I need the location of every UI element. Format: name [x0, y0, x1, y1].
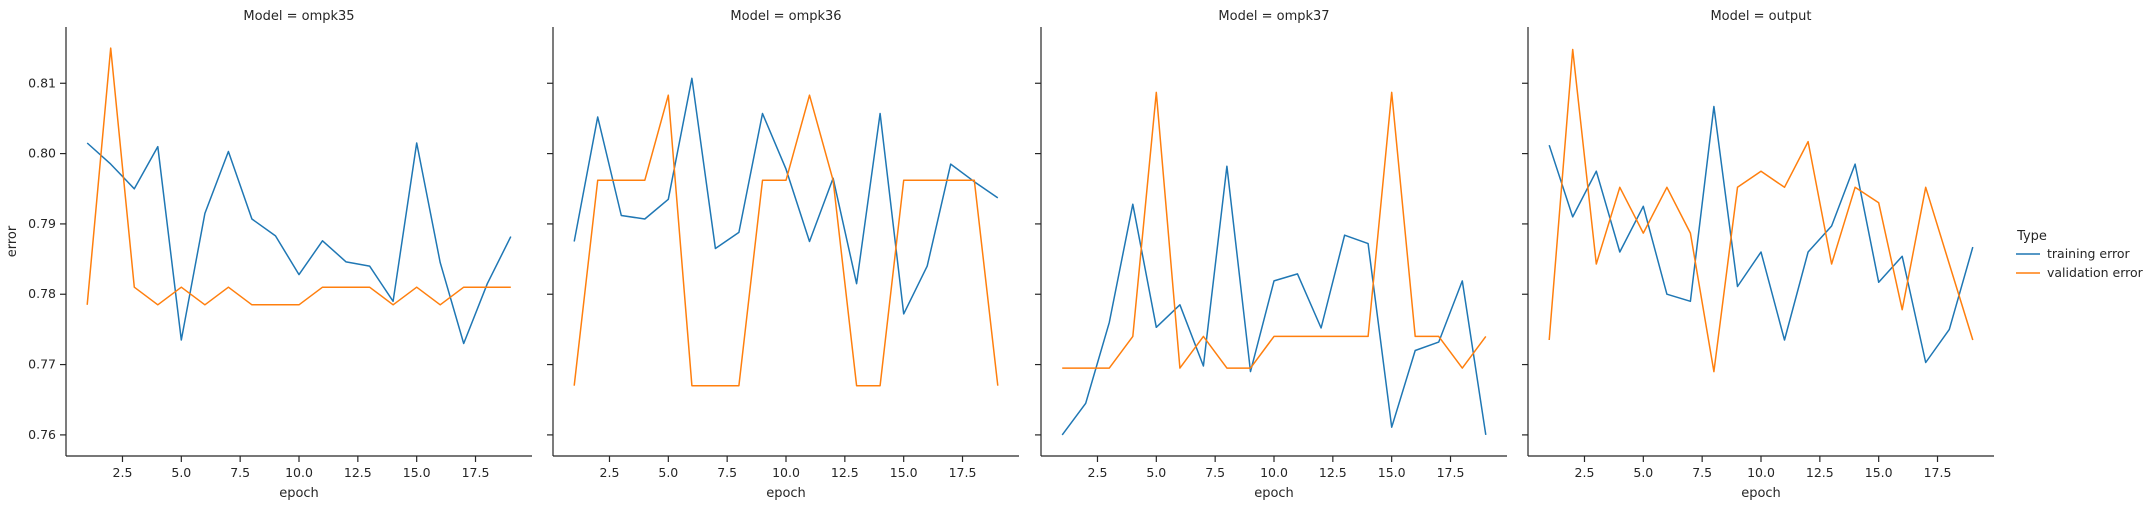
x-axis-label: epoch: [766, 486, 806, 501]
panel-title: Model = ompk37: [1218, 9, 1329, 24]
x-tick-label: 10.0: [1260, 465, 1288, 480]
panel-title: Model = ompk36: [730, 9, 841, 24]
x-tick-label: 15.0: [1865, 465, 1893, 480]
x-tick-label: 15.0: [1378, 465, 1406, 480]
panel-4: 2.5 5.0 7.5 10.0 12.5 15.0 17.5 Model = output e…: [1522, 9, 1994, 501]
x-tick-label: 15.0: [403, 465, 431, 480]
panel-title: Model = output: [1710, 9, 1811, 24]
series-line-training-error: [86, 142, 512, 345]
series-line-validation-error: [86, 47, 511, 306]
y-tick-label: 0.76: [28, 427, 56, 442]
x-tick-label: 10.0: [285, 465, 313, 480]
y-tick-label: 0.80: [28, 146, 56, 161]
x-axis-label: epoch: [1254, 486, 1294, 501]
x-tick-label: 2.5: [1575, 465, 1595, 480]
panel-3: 2.5 5.0 7.5 10.0 12.5 15.0 17.5 Model = ompk37 e…: [1035, 9, 1507, 501]
x-tick-label: 5.0: [171, 465, 191, 480]
x-tick-label: 2.5: [1088, 465, 1108, 480]
x-tick-label: 10.0: [772, 465, 800, 480]
y-axis-label: error: [5, 225, 20, 257]
x-tick-label: 17.5: [1437, 465, 1465, 480]
series-line-training-error: [1548, 105, 1974, 364]
legend-label-training: training error: [2047, 246, 2131, 261]
x-axis-label: epoch: [1741, 486, 1781, 501]
x-axis-label: epoch: [279, 486, 319, 501]
x-tick-label: 17.5: [462, 465, 490, 480]
x-tick-label: 7.5: [717, 465, 737, 480]
x-tick-label: 15.0: [890, 465, 918, 480]
y-tick-label: 0.78: [28, 286, 56, 301]
x-tick-label: 5.0: [658, 465, 678, 480]
panel-2: 2.5 5.0 7.5 10.0 12.5 15.0 17.5 Model = ompk36 e…: [547, 9, 1019, 501]
x-tick-label: 2.5: [113, 465, 133, 480]
x-tick-label: 5.0: [1146, 465, 1166, 480]
x-tick-label: 12.5: [344, 465, 372, 480]
x-tick-label: 5.0: [1633, 465, 1653, 480]
x-tick-label: 17.5: [949, 465, 977, 480]
series-line-training-error: [573, 77, 999, 315]
x-tick-label: 17.5: [1924, 465, 1952, 480]
x-tick-label: 2.5: [600, 465, 620, 480]
x-tick-label: 12.5: [1806, 465, 1834, 480]
y-tick-label: 0.81: [28, 75, 56, 90]
x-tick-label: 7.5: [1205, 465, 1225, 480]
legend: Type training error validation error: [2016, 229, 2144, 280]
x-tick-label: 7.5: [1692, 465, 1712, 480]
legend-title: Type: [2016, 229, 2047, 244]
x-tick-label: 12.5: [1319, 465, 1347, 480]
legend-label-validation: validation error: [2047, 265, 2144, 280]
panel-title: Model = ompk35: [243, 9, 354, 24]
series-line-validation-error: [1062, 91, 1487, 369]
series-line-validation-error: [1548, 48, 1974, 373]
y-tick-label: 0.77: [28, 357, 56, 372]
series-line-training-error: [1061, 165, 1487, 436]
series-line-validation-error: [573, 94, 999, 387]
y-tick-label: 0.79: [28, 216, 56, 231]
x-tick-label: 12.5: [831, 465, 859, 480]
x-tick-label: 10.0: [1747, 465, 1775, 480]
x-tick-label: 7.5: [230, 465, 250, 480]
panel-1: 0.76 0.77 0.78 0.79 0.80 0.81 2.5 5.0 7.5 10.0 12.…: [5, 9, 532, 501]
chart-panels: 0.76 0.77 0.78 0.79 0.80 0.81 2.5 5.0 7.5 10.0 12.…: [5, 9, 1994, 501]
